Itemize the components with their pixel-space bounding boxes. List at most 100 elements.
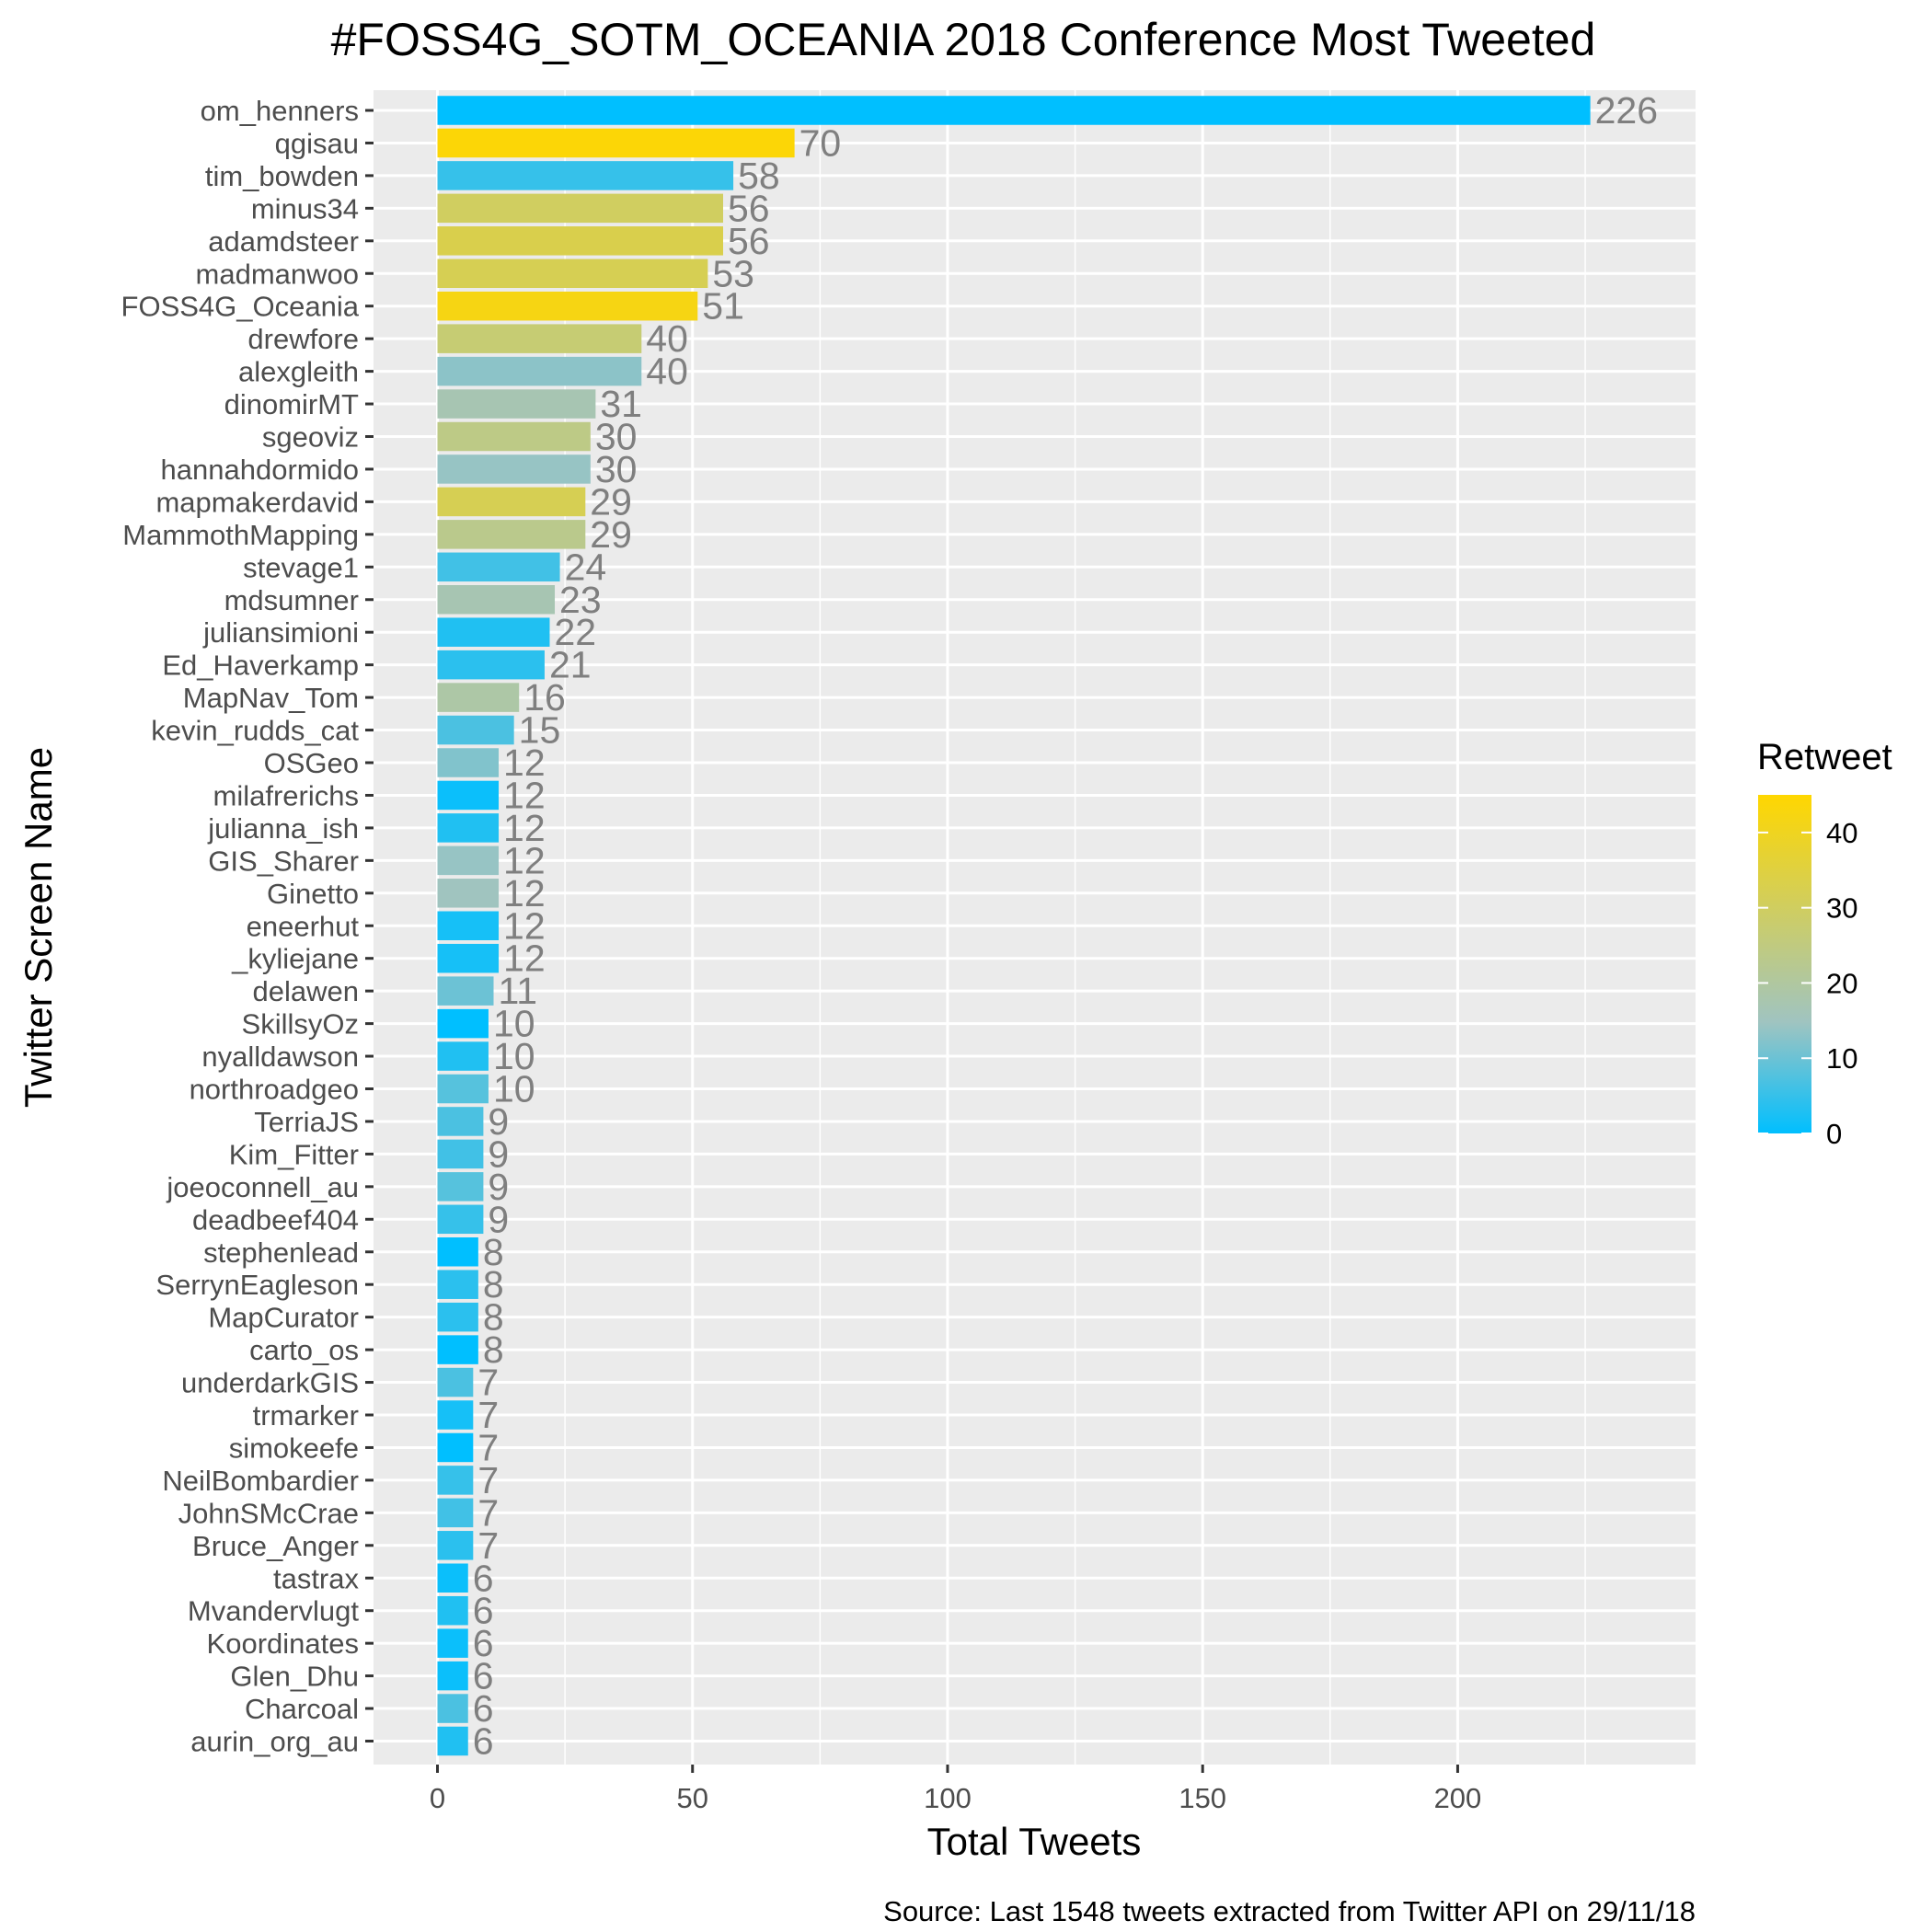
legend-ticks: 0 10 20 30 40 [1758, 817, 1857, 1150]
bar [437, 845, 500, 876]
bar [437, 813, 500, 843]
data-label: 40 [646, 317, 688, 360]
data-label: 12 [503, 742, 546, 784]
bar [437, 259, 708, 288]
y-tick-label: NeilBombardier [162, 1465, 359, 1497]
bar [437, 1335, 478, 1364]
legend-tick-label: 40 [1826, 817, 1857, 849]
y-tick-label: MapCurator [208, 1302, 359, 1334]
data-label: 51 [702, 285, 744, 328]
legend-title: Retweet [1757, 737, 1892, 777]
y-tick-label: kevin_rudds_cat [151, 715, 359, 747]
y-tick-label: carto_os [249, 1334, 359, 1366]
y-tick-label: tastrax [273, 1562, 360, 1594]
data-label: 9 [488, 1100, 509, 1143]
bar [437, 1726, 468, 1756]
y-tick-label: juliansimioni [202, 616, 359, 649]
y-tick-label: joeoconnell_au [166, 1171, 359, 1203]
data-label: 8 [483, 1231, 504, 1273]
bar [437, 1270, 478, 1299]
y-tick-label: Bruce_Anger [192, 1530, 359, 1562]
data-label: 24 [565, 546, 607, 588]
y-tick-label: julianna_ish [207, 812, 359, 845]
x-tick-label: 50 [676, 1782, 707, 1814]
data-label: 10 [493, 1035, 535, 1077]
bar [437, 943, 500, 973]
bar [437, 1041, 489, 1071]
data-label: 29 [590, 480, 632, 523]
y-tick-label: Glen_Dhu [230, 1661, 359, 1693]
data-label: 12 [503, 839, 546, 881]
caption: Source: Last 1548 tweets extracted from … [883, 1895, 1696, 1927]
legend-tick-label: 20 [1826, 967, 1857, 999]
data-label: 29 [590, 513, 632, 556]
bar [437, 1367, 474, 1397]
data-label: 53 [712, 252, 754, 294]
y-tick-label: JohnSMcCrae [178, 1497, 359, 1529]
data-label: 6 [473, 1655, 494, 1697]
data-label: 7 [477, 1362, 499, 1404]
bar [437, 356, 642, 386]
bar [437, 1694, 468, 1723]
y-tick-label: mapmakerdavid [155, 486, 359, 518]
y-axis: om_hennersqgisautim_bowdenminus34adamdst… [121, 95, 374, 1758]
bar [437, 1400, 474, 1430]
color-legend: Retweet 0 10 20 30 40 [1757, 737, 1892, 1150]
data-label: 9 [488, 1198, 509, 1240]
data-label: 7 [477, 1426, 499, 1468]
y-tick-label: Koordinates [207, 1627, 359, 1660]
y-tick-label: stevage1 [243, 551, 359, 583]
bar [437, 715, 514, 745]
data-label: 12 [503, 872, 546, 914]
y-tick-label: alexgleith [238, 356, 359, 388]
legend-tick-label: 10 [1826, 1042, 1857, 1075]
data-label: 58 [738, 155, 780, 197]
y-tick-label: TerriaJS [254, 1106, 359, 1138]
bar [437, 421, 591, 452]
x-tick-label: 150 [1179, 1782, 1226, 1814]
y-tick-label: MapNav_Tom [183, 682, 359, 714]
chart-title: #FOSS4G_SOTM_OCEANIA 2018 Conference Mos… [331, 14, 1596, 65]
data-label: 12 [503, 937, 546, 980]
legend-tick-label: 30 [1826, 892, 1857, 925]
bar [437, 1466, 474, 1495]
data-label: 6 [473, 1622, 494, 1664]
bar [437, 1432, 474, 1463]
y-tick-label: qgisau [275, 127, 359, 159]
bar [437, 1531, 474, 1560]
data-label: 15 [519, 709, 561, 752]
bar [437, 1074, 489, 1104]
data-label: 31 [600, 383, 642, 425]
bar [437, 291, 698, 321]
y-tick-label: dinomirMT [224, 388, 359, 420]
data-label: 56 [728, 220, 770, 262]
y-tick-label: sgeoviz [262, 421, 359, 454]
y-tick-label: SkillsyOz [242, 1008, 359, 1041]
legend-tick-label: 0 [1826, 1118, 1842, 1150]
bar [437, 650, 545, 680]
y-tick-label: trmarker [253, 1399, 359, 1432]
y-tick-label: mdsumner [224, 584, 359, 616]
bar [437, 1204, 484, 1235]
data-label: 8 [483, 1263, 504, 1305]
bar [437, 617, 550, 647]
bar [437, 1563, 468, 1593]
bar [437, 324, 642, 353]
bar [437, 780, 500, 811]
data-label: 8 [483, 1296, 504, 1339]
bar [437, 389, 596, 419]
data-label: 16 [523, 676, 566, 719]
bar [437, 128, 795, 158]
bar [437, 1107, 484, 1136]
bar [437, 161, 734, 190]
data-label: 30 [595, 416, 638, 458]
y-tick-label: minus34 [251, 192, 359, 224]
bar [437, 911, 500, 940]
data-label: 9 [488, 1133, 509, 1175]
bar [437, 1498, 474, 1528]
data-label: 6 [473, 1720, 494, 1763]
y-tick-label: GIS_Sharer [208, 845, 359, 877]
y-tick-label: underdarkGIS [181, 1367, 359, 1399]
y-tick-label: stephenlead [203, 1236, 359, 1269]
